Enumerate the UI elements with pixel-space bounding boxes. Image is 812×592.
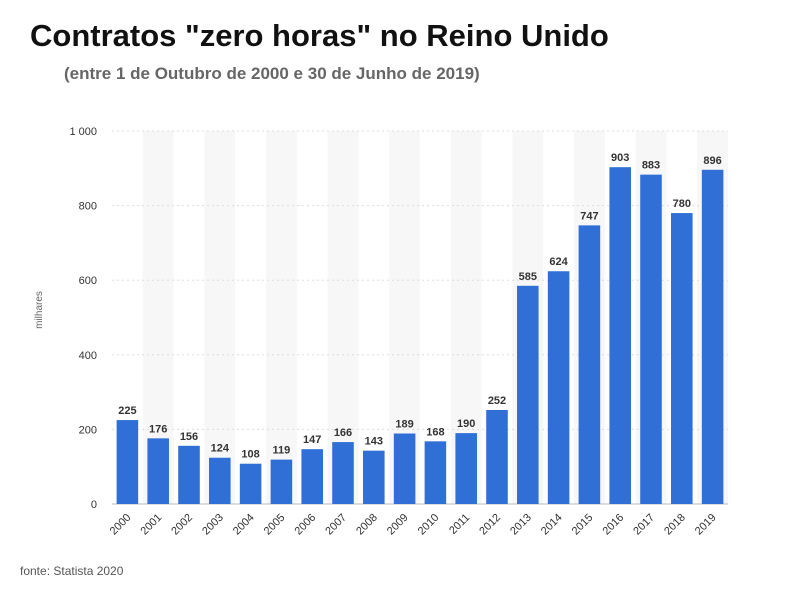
x-tick-label: 2019 bbox=[693, 512, 719, 538]
bar bbox=[640, 174, 662, 505]
source-note: fonte: Statista 2020 bbox=[20, 564, 124, 578]
x-tick-label: 2008 bbox=[354, 512, 380, 538]
data-label: 190 bbox=[457, 418, 475, 430]
y-tick-label: 400 bbox=[79, 350, 97, 362]
bar bbox=[209, 457, 231, 504]
bar bbox=[609, 167, 631, 504]
x-tick-label: 2000 bbox=[108, 512, 134, 538]
bar bbox=[301, 449, 323, 504]
y-axis-label: milhares bbox=[34, 291, 45, 329]
x-tick-label: 2007 bbox=[323, 512, 349, 538]
x-tick-label: 2018 bbox=[662, 512, 688, 538]
background-band bbox=[327, 131, 359, 504]
bar bbox=[393, 433, 416, 504]
data-label: 119 bbox=[273, 445, 291, 457]
background-band bbox=[204, 131, 236, 504]
bar bbox=[578, 225, 601, 504]
data-label: 896 bbox=[703, 155, 721, 167]
chart-title: Contratos "zero horas" no Reino Unido bbox=[30, 18, 609, 53]
x-tick-label: 2002 bbox=[169, 512, 195, 538]
x-tick-label: 2001 bbox=[139, 512, 165, 538]
x-tick-label: 2014 bbox=[539, 512, 565, 538]
x-tick-label: 2017 bbox=[631, 512, 657, 538]
data-label: 903 bbox=[611, 152, 629, 164]
data-label: 225 bbox=[118, 405, 136, 417]
bar bbox=[363, 450, 385, 504]
bar bbox=[270, 459, 293, 504]
data-label: 252 bbox=[488, 395, 506, 407]
data-label: 780 bbox=[673, 198, 691, 210]
data-label: 624 bbox=[549, 256, 568, 268]
y-tick-label: 1 000 bbox=[69, 126, 97, 138]
x-tick-label: 2016 bbox=[601, 512, 627, 538]
y-tick-label: 200 bbox=[79, 424, 97, 436]
bar bbox=[701, 169, 724, 505]
data-label: 143 bbox=[365, 436, 383, 448]
x-tick-label: 2005 bbox=[262, 512, 288, 538]
x-tick-label: 2013 bbox=[508, 512, 534, 538]
bar bbox=[147, 438, 169, 504]
data-label: 147 bbox=[303, 434, 321, 446]
x-tick-label: 2012 bbox=[477, 512, 503, 538]
data-label: 747 bbox=[580, 210, 598, 222]
x-tick-label: 2011 bbox=[447, 512, 472, 537]
x-tick-label: 2003 bbox=[200, 512, 226, 538]
x-tick-label: 2006 bbox=[293, 512, 319, 538]
bar bbox=[332, 442, 354, 504]
x-tick-label: 2009 bbox=[385, 512, 411, 538]
bar bbox=[424, 441, 447, 504]
bar bbox=[517, 285, 539, 504]
x-tick-label: 2010 bbox=[416, 512, 442, 538]
x-tick-label: 2004 bbox=[231, 512, 257, 538]
bar bbox=[547, 271, 570, 504]
y-axis-ticks: 0 200 400 600 800 1 000 bbox=[69, 126, 97, 511]
x-axis-ticks: 2000 2001 2002 2003 2004 2005 2006 2007 2008 2009… bbox=[108, 512, 719, 538]
data-label: 156 bbox=[180, 431, 198, 443]
y-tick-label: 800 bbox=[79, 201, 97, 213]
data-label: 108 bbox=[241, 449, 259, 461]
bar bbox=[486, 410, 508, 504]
data-label: 168 bbox=[426, 426, 444, 438]
bar bbox=[671, 213, 693, 504]
y-tick-label: 0 bbox=[91, 499, 97, 511]
data-label: 166 bbox=[334, 427, 352, 439]
data-label: 585 bbox=[519, 271, 537, 283]
data-label: 189 bbox=[395, 419, 413, 431]
data-label: 883 bbox=[642, 160, 660, 172]
y-tick-label: 600 bbox=[79, 275, 97, 287]
bar bbox=[239, 463, 262, 504]
data-label: 124 bbox=[211, 443, 230, 455]
bar bbox=[116, 420, 139, 504]
background-band bbox=[266, 131, 297, 504]
bars bbox=[116, 167, 724, 505]
chart-subtitle: (entre 1 de Outubro de 2000 e 30 de Junh… bbox=[64, 64, 480, 83]
bar bbox=[178, 445, 200, 504]
data-labels: 225 176 156 124 108 119 147 166 143 189 168 190 252 5… bbox=[118, 152, 722, 461]
bar bbox=[455, 433, 477, 504]
data-label: 176 bbox=[149, 423, 167, 435]
x-tick-label: 2015 bbox=[570, 512, 596, 538]
